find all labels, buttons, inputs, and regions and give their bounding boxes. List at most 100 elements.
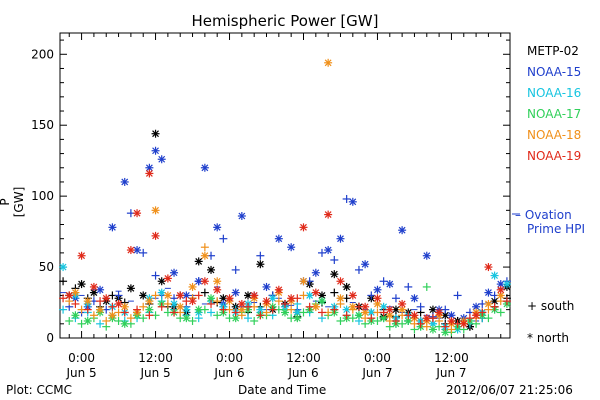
- north-marker: [188, 282, 197, 291]
- south-marker: [65, 316, 74, 325]
- north-marker: [151, 231, 160, 240]
- north-marker: [83, 297, 92, 306]
- north-marker: [200, 163, 209, 172]
- north-marker: [268, 294, 277, 303]
- south-marker: [133, 305, 142, 314]
- north-marker: [472, 302, 481, 311]
- north-marker: [502, 280, 511, 289]
- north-marker: [188, 297, 197, 306]
- south-marker: [59, 277, 68, 286]
- south-marker: [244, 302, 253, 311]
- north-marker: [496, 291, 505, 300]
- north-marker: [324, 246, 333, 255]
- south-marker: [287, 305, 296, 314]
- north-marker: [281, 308, 289, 317]
- south-marker: [120, 308, 129, 317]
- south-marker: [102, 316, 111, 325]
- south-marker: [317, 308, 326, 317]
- north-marker: [213, 277, 222, 286]
- north-marker: [435, 308, 444, 317]
- north-marker: [225, 294, 234, 303]
- footer-timestamp: 2012/06/07 21:25:06: [446, 383, 573, 397]
- north-marker: [151, 146, 160, 155]
- north-marker: [299, 223, 308, 232]
- south-marker: [231, 308, 240, 317]
- south-marker: [250, 316, 259, 325]
- south-marker: [59, 305, 68, 314]
- south-marker: [219, 305, 228, 314]
- north-marker: [71, 288, 80, 297]
- north-marker: [89, 282, 98, 291]
- south-marker: [379, 308, 388, 317]
- south-marker: [330, 305, 339, 314]
- north-marker: [262, 282, 271, 291]
- south-marker: [256, 251, 265, 260]
- north-marker: [348, 291, 357, 300]
- north-marker: [182, 305, 191, 314]
- x-tick-label-time: 0:00: [364, 351, 391, 365]
- north-marker: [311, 288, 320, 297]
- north-marker: [317, 297, 326, 306]
- north-marker: [459, 319, 468, 328]
- north-marker: [361, 302, 370, 311]
- south-marker: [256, 311, 265, 320]
- north-marker: [96, 285, 105, 294]
- north-marker: [385, 280, 394, 289]
- north-marker: [324, 58, 333, 67]
- north-marker: [163, 291, 172, 300]
- north-marker: [336, 277, 345, 286]
- legend-item-noaa-19: NOAA-19: [527, 149, 582, 163]
- south-marker: [200, 243, 209, 252]
- south-marker: [422, 282, 431, 291]
- north-marker: [428, 325, 437, 334]
- south-marker: [404, 282, 413, 291]
- north-marker: [472, 311, 481, 320]
- legend-item-noaa-17: NOAA-17: [527, 107, 582, 121]
- north-marker: [120, 302, 129, 311]
- south-marker: [213, 297, 222, 306]
- north-marker: [157, 155, 166, 164]
- north-marker: [200, 251, 209, 260]
- south-marker: [244, 314, 253, 323]
- y-tick-label: 200: [31, 47, 54, 61]
- south-marker: [379, 277, 388, 286]
- south-marker: [465, 314, 474, 323]
- south-marker: [268, 305, 277, 314]
- south-marker: [484, 314, 493, 323]
- north-marker: [157, 288, 166, 297]
- north-marker: [237, 212, 246, 220]
- north-marker: [77, 251, 86, 260]
- north-marker: [213, 223, 222, 232]
- south-marker: [59, 294, 68, 303]
- south-marker: [151, 291, 160, 300]
- south-marker: [453, 291, 462, 300]
- north-marker: [422, 251, 431, 260]
- x-tick-label-time: 12:00: [286, 351, 321, 365]
- south-marker: [194, 291, 203, 300]
- north-marker: [133, 209, 142, 218]
- south-marker: [496, 308, 505, 317]
- north-marker: [311, 268, 320, 277]
- north-marker: [354, 311, 363, 320]
- south-marker: [342, 194, 351, 203]
- north-marker: [262, 297, 271, 306]
- north-marker: [305, 291, 314, 300]
- north-marker: [114, 299, 123, 308]
- north-marker: [176, 291, 185, 300]
- south-marker: [416, 319, 425, 328]
- north-marker: [373, 285, 382, 294]
- x-tick-label-time: 0:00: [216, 351, 243, 365]
- north-marker: [348, 197, 357, 206]
- south-marker: [139, 314, 148, 323]
- north-marker: [157, 277, 166, 286]
- north-marker: [496, 285, 505, 294]
- south-marker: [188, 316, 197, 325]
- north-marker: [96, 305, 105, 314]
- ovation-label-line1: – Ovation: [515, 208, 572, 222]
- south-marker: [274, 297, 283, 306]
- north-marker: [207, 265, 216, 274]
- south-marker: [490, 302, 499, 311]
- south-marker: [330, 288, 339, 297]
- north-marker: [71, 311, 80, 320]
